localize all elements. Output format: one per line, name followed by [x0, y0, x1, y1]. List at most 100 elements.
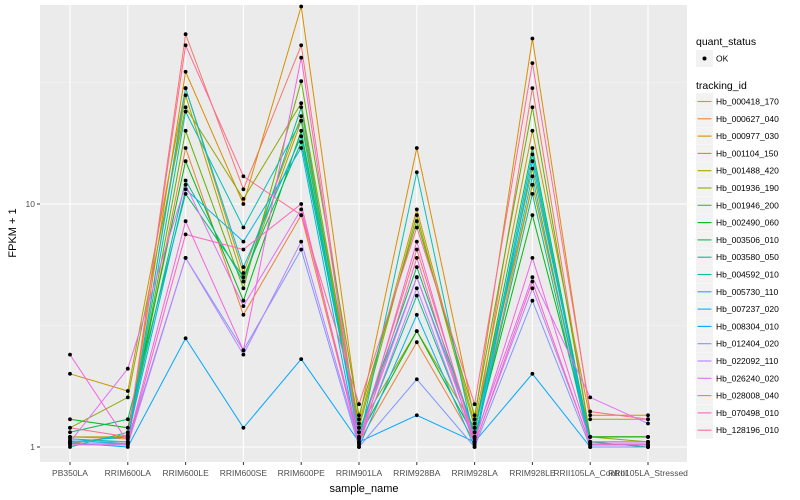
y-tick-label: 10 — [26, 199, 36, 209]
data-point — [68, 442, 72, 446]
data-point — [646, 417, 650, 422]
data-point — [241, 239, 246, 244]
y-tick-label: 1 — [30, 442, 35, 452]
data-point — [241, 225, 246, 230]
data-point — [414, 329, 419, 333]
data-point — [530, 166, 535, 171]
legend-label: Hb_007237_020 — [716, 304, 779, 314]
data-point — [472, 425, 477, 430]
data-point — [530, 286, 535, 291]
legend-label: Hb_000977_030 — [716, 131, 779, 141]
y-axis: 1 10 — [26, 199, 40, 452]
data-point — [357, 443, 361, 447]
x-tick-label: RRII105LA_Stressed — [608, 468, 688, 478]
data-point — [530, 61, 535, 65]
data-point — [241, 174, 246, 179]
data-point — [299, 101, 304, 106]
data-point — [241, 271, 246, 275]
data-point — [357, 425, 361, 430]
legend-key-ok-point — [702, 56, 707, 61]
data-point — [530, 279, 535, 284]
data-point — [183, 187, 188, 192]
x-axis: PB350LA RRIM600LA RRIM600LE RRIM600SE RRIM60… — [52, 462, 688, 478]
y-axis-title: FPKM + 1 — [7, 208, 19, 257]
data-point — [241, 197, 246, 201]
data-point — [241, 202, 246, 206]
legend-label: Hb_028008_040 — [716, 391, 779, 401]
data-point — [530, 298, 535, 303]
data-point — [530, 174, 535, 179]
data-point — [414, 377, 419, 382]
legend-label: Hb_003506_010 — [716, 235, 779, 245]
legend: quant_status OK tracking_id Hb_000418_17… — [696, 36, 779, 439]
data-point — [125, 435, 130, 439]
data-point — [646, 421, 650, 426]
data-point — [183, 105, 188, 110]
data-point — [241, 425, 246, 430]
data-point — [68, 371, 72, 376]
data-point — [588, 409, 593, 414]
data-point — [241, 348, 246, 353]
series-points — [68, 4, 650, 449]
data-point — [125, 389, 130, 393]
data-point — [183, 256, 188, 260]
x-tick-label: RRII105LA_Control — [553, 468, 627, 478]
data-point — [414, 256, 419, 260]
data-point — [414, 213, 419, 218]
data-point — [299, 247, 304, 252]
data-point — [241, 247, 246, 252]
data-point — [646, 443, 650, 447]
data-point — [530, 128, 535, 133]
data-point — [588, 443, 593, 447]
data-point — [530, 192, 535, 196]
data-point — [472, 417, 477, 422]
data-point — [414, 312, 419, 317]
data-point — [530, 275, 535, 280]
x-tick-label: PB350LA — [52, 468, 88, 478]
data-point — [646, 413, 650, 418]
data-point — [472, 430, 477, 435]
data-point — [241, 304, 246, 308]
data-point — [183, 86, 188, 90]
data-point — [299, 213, 304, 218]
data-point — [299, 140, 304, 144]
data-point — [241, 279, 246, 284]
data-point — [530, 146, 535, 150]
data-point — [299, 202, 304, 206]
data-point — [299, 43, 304, 48]
data-point — [414, 239, 419, 244]
data-point — [646, 435, 650, 439]
legend-color-title: tracking_id — [696, 80, 747, 92]
data-point — [357, 421, 361, 426]
data-point — [472, 440, 477, 444]
data-point — [68, 430, 72, 435]
data-point — [357, 430, 361, 435]
legend-label: Hb_008304_010 — [716, 321, 779, 331]
x-tick-label: RRIM928LA — [451, 468, 498, 478]
legend-label: Hb_001936_190 — [716, 183, 779, 193]
legend-label: Hb_000627_040 — [716, 114, 779, 124]
data-point — [472, 437, 477, 441]
data-point — [125, 366, 130, 371]
data-point — [241, 312, 246, 317]
x-tick-label: RRIM901LA — [336, 468, 383, 478]
data-point — [414, 170, 419, 175]
data-point — [357, 402, 361, 407]
legend-label: Hb_012404_020 — [716, 339, 779, 349]
data-point — [68, 425, 72, 430]
data-point — [588, 440, 593, 444]
legend-label: Hb_002490_060 — [716, 218, 779, 228]
legend-label: Hb_000418_170 — [716, 97, 779, 107]
data-point — [299, 134, 304, 139]
data-point — [183, 69, 188, 74]
data-point — [357, 440, 361, 444]
data-point — [241, 275, 246, 280]
data-point — [299, 146, 304, 150]
legend-label: Hb_026240_020 — [716, 373, 779, 383]
data-point — [530, 105, 535, 110]
data-point — [183, 219, 188, 224]
data-point — [183, 192, 188, 196]
data-point — [472, 402, 477, 407]
data-point — [241, 352, 246, 357]
data-point — [530, 36, 535, 41]
